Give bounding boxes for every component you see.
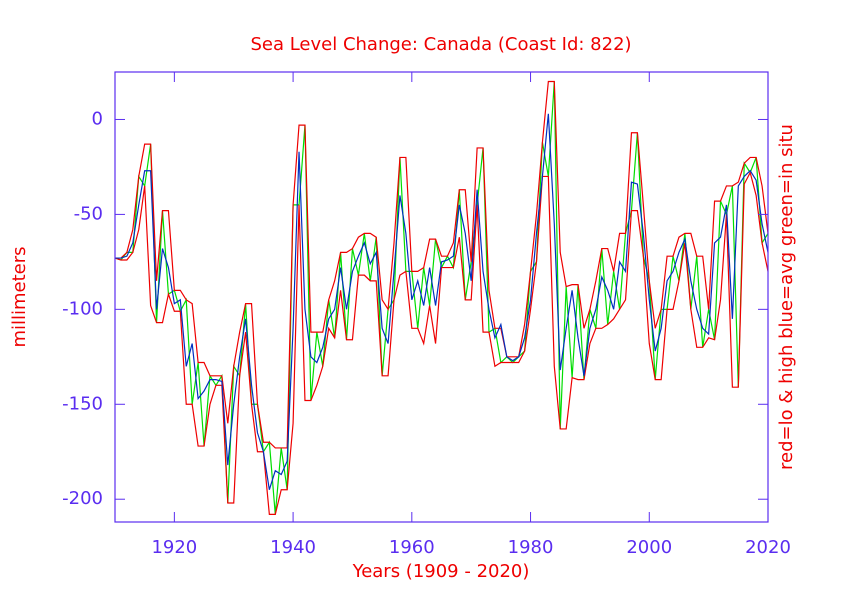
y-axis-label: millimeters xyxy=(9,246,30,347)
x-tick-label: 1940 xyxy=(270,537,316,558)
x-tick-label: 2000 xyxy=(626,537,672,558)
x-tick-label: 1920 xyxy=(151,537,197,558)
x-tick-label: 1980 xyxy=(508,537,554,558)
series-line xyxy=(114,170,769,516)
series-line xyxy=(114,81,769,515)
y-tick-label: -200 xyxy=(62,488,103,509)
right-axis-label: red=lo & high blue=avg green=in situ xyxy=(776,124,797,470)
y-tick-label: -150 xyxy=(62,393,103,414)
y-tick-label: 0 xyxy=(92,108,103,129)
plot-frame xyxy=(114,71,769,523)
y-tick-label: -100 xyxy=(62,298,103,319)
x-tick-label: 1960 xyxy=(389,537,435,558)
series-line xyxy=(115,113,769,490)
y-tick-label: -50 xyxy=(74,203,103,224)
x-tick-label: 2020 xyxy=(745,537,791,558)
x-axis-label: Years (1909 - 2020) xyxy=(352,561,530,582)
chart-title: Sea Level Change: Canada (Coast Id: 822) xyxy=(250,34,631,55)
series-line xyxy=(115,80,769,449)
